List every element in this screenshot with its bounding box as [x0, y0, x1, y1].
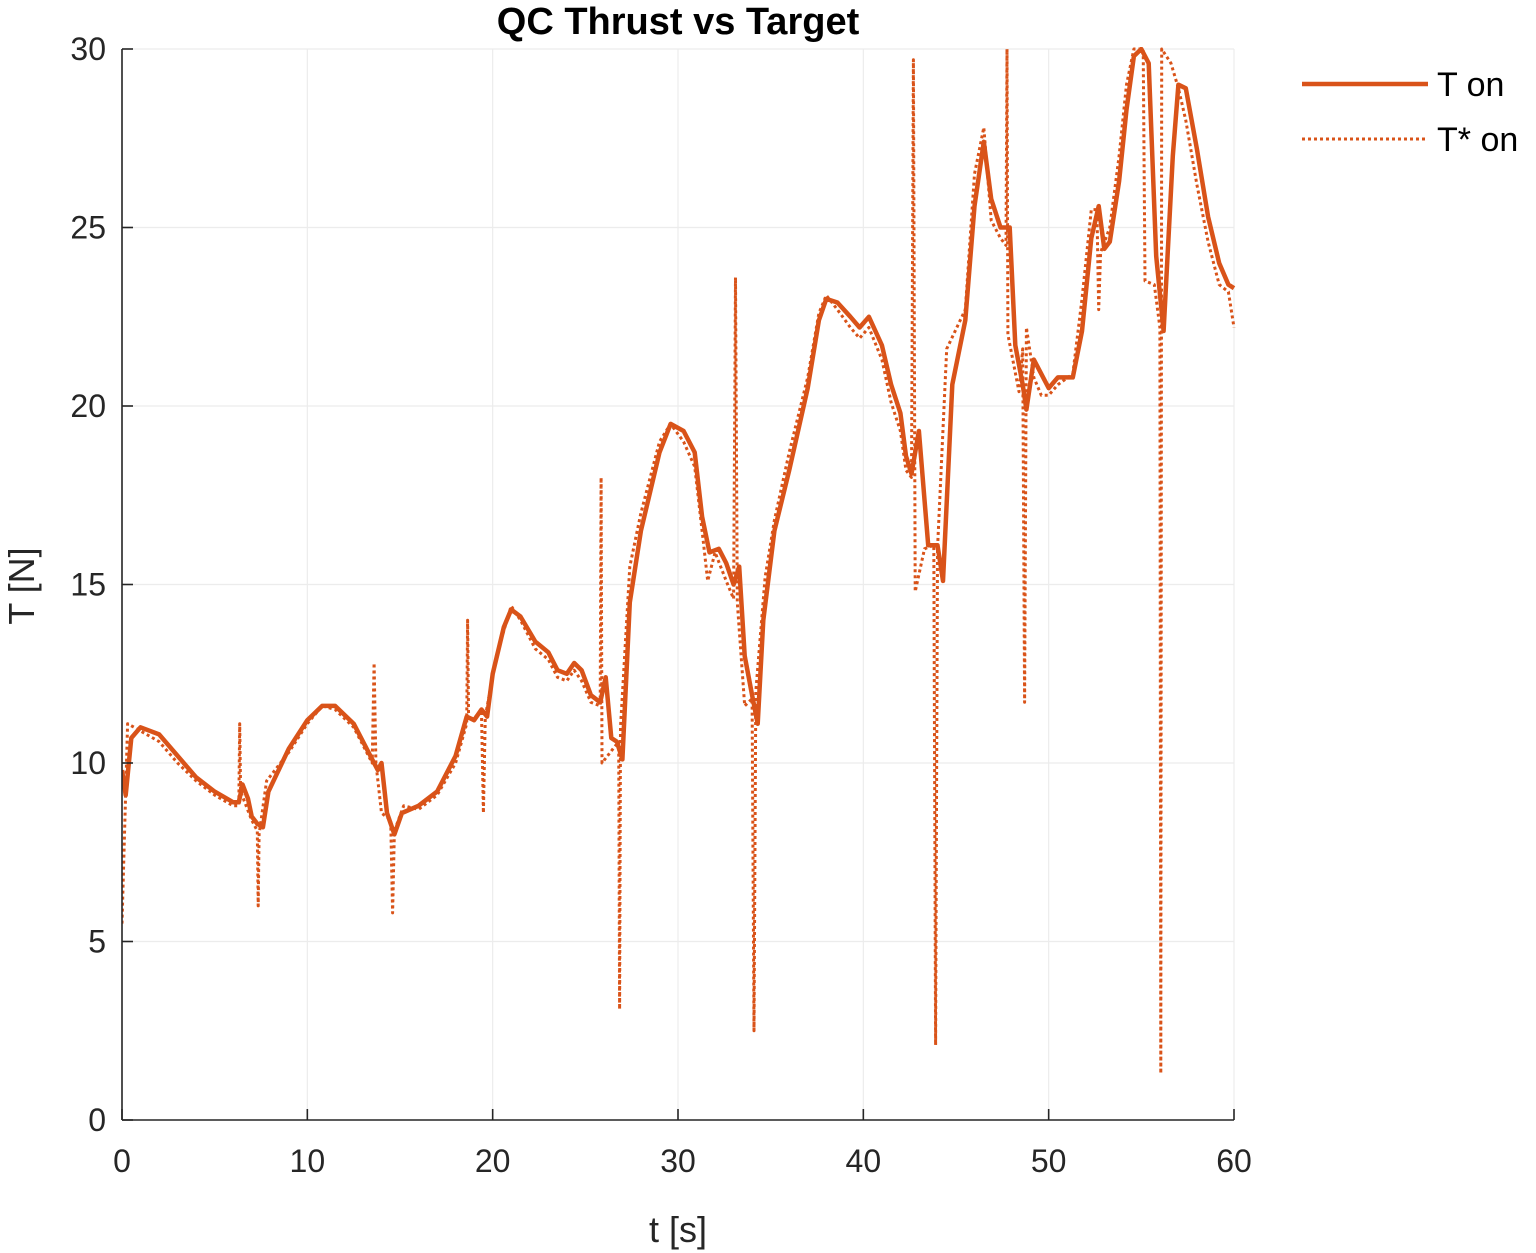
x-tick-label: 0: [113, 1143, 131, 1179]
legend-label: T* on: [1437, 121, 1518, 159]
x-tick-label: 50: [1031, 1143, 1067, 1179]
x-tick-label: 20: [475, 1143, 511, 1179]
y-tick-label: 5: [88, 924, 106, 960]
legend: T on T* on: [1302, 66, 1518, 159]
plot-area: [122, 47, 1236, 1076]
x-axis-label: t [s]: [649, 1209, 707, 1250]
y-axis-label: T [N]: [1, 547, 42, 624]
y-tick-label: 15: [70, 567, 106, 603]
legend-label: T on: [1437, 66, 1504, 104]
chart-title: QC Thrust vs Target: [497, 1, 860, 43]
axes: [121, 48, 1235, 1121]
x-tick-label: 40: [846, 1143, 882, 1179]
grid: [121, 48, 1235, 1121]
y-tick-label: 20: [70, 388, 106, 424]
y-tick-label: 10: [70, 745, 106, 781]
y-tick-label: 25: [70, 210, 106, 246]
series-line-target: [122, 47, 1236, 1076]
y-tick-label: 0: [88, 1102, 106, 1138]
x-tick-label: 60: [1216, 1143, 1252, 1179]
x-tick-label: 30: [660, 1143, 696, 1179]
y-tick-label: 30: [70, 31, 106, 67]
series-line-thrust: [122, 47, 1236, 837]
tick-labels: 0 10 20 30 40 50 60 0 5 10 15 20 25 30: [70, 31, 1251, 1179]
x-tick-label: 10: [290, 1143, 326, 1179]
